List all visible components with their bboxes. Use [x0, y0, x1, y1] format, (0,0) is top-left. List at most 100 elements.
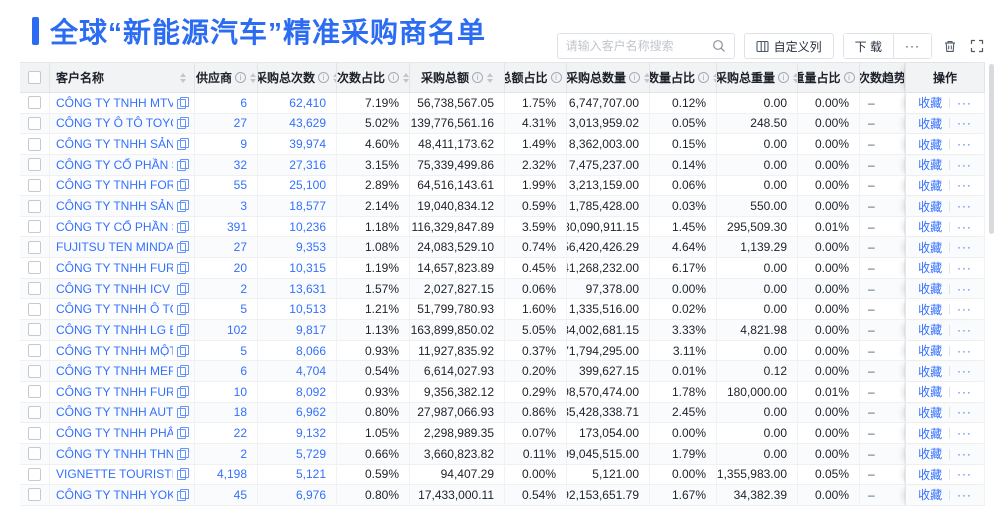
favorite-button[interactable]: 收藏: [918, 385, 943, 400]
supplier-cell[interactable]: 20: [195, 258, 258, 279]
copy-icon[interactable]: [177, 282, 189, 295]
sort-icon[interactable]: [713, 72, 716, 83]
info-icon[interactable]: i: [472, 72, 483, 83]
times-cell[interactable]: 27,316: [258, 154, 337, 176]
info-icon[interactable]: i: [778, 72, 790, 83]
times-cell[interactable]: 4,704: [258, 361, 337, 382]
times-cell[interactable]: 9,353: [258, 237, 337, 259]
row-checkbox[interactable]: [28, 302, 41, 316]
times-cell[interactable]: 8,066: [258, 340, 337, 362]
favorite-button[interactable]: 收藏: [918, 467, 943, 482]
column-header-name[interactable]: 客户名称: [50, 63, 195, 93]
row-more-button[interactable]: ···: [956, 95, 972, 110]
customer-name-link[interactable]: CÔNG TY TNHH SẢN XUẤT VÀ ...: [56, 199, 173, 214]
customize-columns-button[interactable]: 自定义列: [743, 33, 834, 59]
row-more-button[interactable]: ···: [956, 116, 972, 131]
sort-icon[interactable]: [487, 72, 493, 83]
copy-icon[interactable]: [177, 117, 189, 130]
customer-name-link[interactable]: CÔNG TY TNHH MTV SẢN XUẤ...: [56, 95, 173, 110]
favorite-button[interactable]: 收藏: [918, 240, 943, 255]
supplier-cell[interactable]: 32: [195, 154, 258, 176]
column-header-times[interactable]: 采购总次数 i: [258, 63, 337, 93]
row-more-button[interactable]: ···: [956, 405, 972, 420]
row-checkbox[interactable]: [28, 137, 41, 151]
column-header-qty[interactable]: 采购总数量 i: [567, 63, 650, 93]
times-cell[interactable]: 5,121: [258, 464, 337, 486]
row-more-button[interactable]: ···: [956, 178, 972, 193]
customer-name-link[interactable]: FUJITSU TEN MINDA INDIA PVT...: [56, 240, 173, 255]
times-cell[interactable]: 6,962: [258, 402, 337, 424]
delete-button[interactable]: [941, 39, 959, 54]
copy-icon[interactable]: [177, 365, 189, 378]
column-header-weight[interactable]: 采购总重量 i: [717, 63, 798, 93]
row-more-button[interactable]: ···: [956, 260, 972, 275]
copy-icon[interactable]: [177, 261, 189, 274]
column-header-qty_pct[interactable]: 数量占比 i: [650, 63, 717, 93]
search-icon[interactable]: [712, 39, 726, 53]
favorite-button[interactable]: 收藏: [918, 220, 943, 235]
column-header-supplier[interactable]: 供应商 i: [195, 63, 258, 93]
supplier-cell[interactable]: 3: [195, 196, 258, 217]
supplier-cell[interactable]: 6: [195, 361, 258, 382]
favorite-button[interactable]: 收藏: [918, 344, 943, 358]
times-cell[interactable]: 6,976: [258, 485, 337, 506]
row-checkbox[interactable]: [28, 178, 41, 192]
row-checkbox[interactable]: [28, 199, 41, 213]
supplier-cell[interactable]: 22: [195, 423, 258, 444]
customer-name-link[interactable]: CÔNG TY TNHH Ô TÔ MITSUBI...: [56, 302, 173, 317]
customer-name-link[interactable]: CÔNG TY TNHH ICV: [56, 281, 171, 296]
copy-icon[interactable]: [177, 158, 189, 171]
row-checkbox[interactable]: [28, 447, 41, 461]
favorite-button[interactable]: 收藏: [918, 199, 943, 214]
customer-name-link[interactable]: CÔNG TY TNHH LG ELECTRON...: [56, 322, 173, 337]
favorite-button[interactable]: 收藏: [918, 323, 943, 338]
favorite-button[interactable]: 收藏: [918, 158, 943, 173]
times-cell[interactable]: 8,092: [258, 381, 337, 403]
copy-icon[interactable]: [177, 323, 189, 336]
times-cell[interactable]: 25,100: [258, 175, 337, 197]
supplier-cell[interactable]: 6: [195, 93, 258, 114]
row-more-button[interactable]: ···: [956, 364, 972, 379]
customer-name-link[interactable]: CÔNG TY TNHH YOKOWO VIỆT...: [56, 487, 173, 502]
sort-icon[interactable]: [644, 72, 649, 83]
copy-icon[interactable]: [177, 138, 189, 151]
column-header-times_pct[interactable]: 次数占比 i: [337, 63, 410, 93]
row-checkbox[interactable]: [28, 96, 41, 110]
customer-name-link[interactable]: CÔNG TY TNHH FURUKAWA A...: [56, 260, 173, 275]
supplier-cell[interactable]: 4,198: [195, 464, 258, 486]
row-checkbox[interactable]: [28, 282, 41, 296]
times-cell[interactable]: 10,236: [258, 216, 337, 238]
row-more-button[interactable]: ···: [956, 384, 972, 399]
customer-name-link[interactable]: CÔNG TY CỔ PHẦN SẢN XUẤT...: [56, 157, 173, 172]
row-more-button[interactable]: ···: [956, 240, 972, 255]
supplier-cell[interactable]: 45: [195, 485, 258, 506]
info-icon[interactable]: i: [318, 72, 330, 83]
times-cell[interactable]: 62,410: [258, 93, 337, 114]
supplier-cell[interactable]: 55: [195, 175, 258, 197]
copy-icon[interactable]: [177, 200, 189, 213]
favorite-button[interactable]: 收藏: [918, 137, 943, 152]
copy-icon[interactable]: [177, 220, 189, 233]
row-checkbox[interactable]: [28, 364, 41, 378]
supplier-cell[interactable]: 9: [195, 134, 258, 155]
copy-icon[interactable]: [177, 96, 189, 109]
search-box[interactable]: [556, 33, 735, 59]
row-more-button[interactable]: ···: [956, 343, 972, 358]
copy-icon[interactable]: [177, 488, 189, 501]
row-checkbox[interactable]: [28, 323, 41, 337]
customer-name-link[interactable]: CÔNG TY TNHH MỘT THÀNH V...: [56, 343, 173, 358]
supplier-cell[interactable]: 391: [195, 216, 258, 238]
copy-icon[interactable]: [177, 406, 189, 419]
copy-icon[interactable]: [177, 427, 189, 440]
times-cell[interactable]: 39,974: [258, 134, 337, 155]
favorite-button[interactable]: 收藏: [918, 96, 943, 111]
supplier-cell[interactable]: 5: [195, 340, 258, 362]
favorite-button[interactable]: 收藏: [918, 426, 943, 441]
supplier-cell[interactable]: 2: [195, 278, 258, 300]
row-more-button[interactable]: ···: [956, 467, 972, 482]
row-checkbox[interactable]: [28, 116, 41, 130]
row-checkbox[interactable]: [28, 261, 41, 275]
supplier-cell[interactable]: 2: [195, 443, 258, 465]
copy-icon[interactable]: [177, 179, 189, 192]
supplier-cell[interactable]: 5: [195, 299, 258, 321]
